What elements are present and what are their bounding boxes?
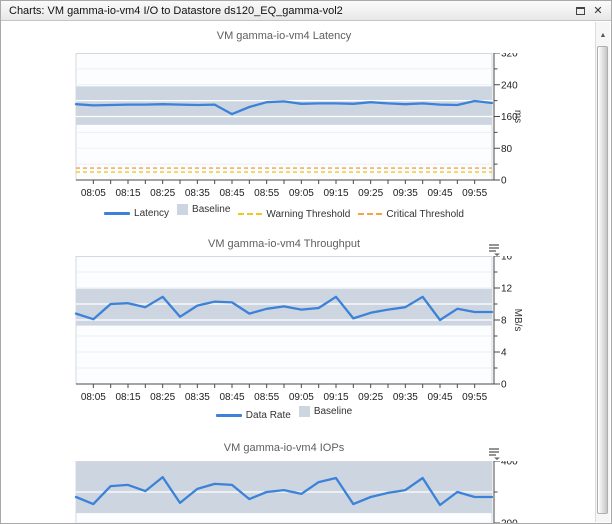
svg-text:09:35: 09:35	[393, 392, 418, 403]
svg-text:08:15: 08:15	[115, 188, 140, 199]
threshold-dash-icon	[358, 213, 383, 215]
chart-title-throughput: VM gamma-io-vm4 Throughput	[207, 238, 361, 250]
svg-text:09:25: 09:25	[358, 188, 383, 199]
svg-text:09:35: 09:35	[393, 188, 418, 199]
svg-text:08:45: 08:45	[219, 392, 244, 403]
chart-title-iops: VM gamma-io-vm4 IOPs	[223, 442, 345, 454]
svg-text:08:15: 08:15	[115, 392, 140, 403]
svg-text:08:05: 08:05	[81, 188, 106, 199]
legend-item: Critical Threshold	[358, 209, 464, 220]
svg-text:ms: ms	[512, 110, 523, 123]
svg-text:09:55: 09:55	[462, 392, 487, 403]
svg-text:08:05: 08:05	[81, 392, 106, 403]
vertical-scrollbar[interactable]: ▲	[595, 22, 610, 522]
throughput-legend: Data Rate Baseline	[76, 406, 492, 421]
latency-plot: 0 80 160 240 320 ms 08:05 08:15 08:25 08:35 08:45 0…	[74, 53, 523, 199]
svg-text:09:05: 09:05	[289, 188, 314, 199]
legend-item: Baseline	[298, 406, 353, 417]
svg-text:12: 12	[501, 284, 513, 295]
svg-text:09:45: 09:45	[427, 188, 452, 199]
series-line-icon	[215, 414, 242, 417]
svg-text:08:55: 08:55	[254, 188, 279, 199]
svg-text:09:25: 09:25	[358, 392, 383, 403]
baseline-band-icon	[298, 406, 310, 417]
close-button[interactable]: ✕	[591, 4, 605, 18]
svg-text:400: 400	[501, 461, 518, 468]
chart-menu-icon[interactable]	[488, 243, 501, 256]
svg-text:160: 160	[501, 112, 518, 123]
threshold-dash-icon	[238, 213, 263, 215]
scrollbar-thumb[interactable]	[597, 46, 608, 514]
svg-text:08:45: 08:45	[219, 188, 244, 199]
svg-text:08:25: 08:25	[150, 392, 175, 403]
legend-item: Baseline	[177, 204, 230, 215]
legend-item: Latency	[104, 208, 169, 219]
latency-legend: Latency Baseline Warning Threshold Critical…	[76, 204, 492, 220]
legend-label: Latency	[134, 208, 170, 219]
iops-plot: 020040008:0508:1508:2508:3508:4508:5509:…	[74, 461, 518, 524]
svg-text:08:55: 08:55	[254, 392, 279, 403]
maximize-icon	[575, 6, 585, 15]
legend-label: Baseline	[313, 406, 353, 417]
svg-text:09:05: 09:05	[289, 392, 314, 403]
chart-title-latency: VM gamma-io-vm4 Latency	[216, 30, 352, 42]
svg-text:4: 4	[501, 348, 507, 359]
scroll-up-icon: ▲	[599, 31, 607, 39]
throughput-plot: 0 4 8 12 16 MB/s 08:05 08:15 08:25 08:35 08:45 08:5…	[74, 256, 523, 403]
maximize-button[interactable]	[573, 4, 587, 18]
legend-item: Data Rate	[215, 410, 291, 421]
svg-text:MB/s: MB/s	[512, 309, 523, 332]
legend-item: Warning Threshold	[238, 209, 350, 220]
svg-text:8: 8	[501, 316, 507, 327]
chart-menu-icon[interactable]	[488, 447, 501, 460]
baseline-band-icon	[177, 204, 189, 215]
svg-text:09:55: 09:55	[462, 188, 487, 199]
window-titlebar: Charts: VM gamma-io-vm4 I/O to Datastore…	[1, 1, 611, 21]
close-icon: ✕	[593, 5, 603, 17]
series-line-icon	[104, 212, 131, 215]
svg-text:320: 320	[501, 53, 518, 60]
svg-text:08:35: 08:35	[185, 188, 210, 199]
legend-label: Data Rate	[245, 410, 291, 421]
svg-text:09:45: 09:45	[427, 392, 452, 403]
legend-label: Critical Threshold	[386, 208, 464, 220]
svg-text:08:35: 08:35	[185, 392, 210, 403]
svg-text:200: 200	[501, 519, 518, 524]
svg-text:0: 0	[501, 176, 507, 187]
window-title: Charts: VM gamma-io-vm4 I/O to Datastore…	[9, 4, 343, 17]
svg-text:09:15: 09:15	[323, 188, 348, 199]
legend-label: Baseline	[192, 204, 231, 215]
scrollbar-up-button[interactable]: ▲	[597, 28, 609, 42]
legend-label: Warning Threshold	[266, 208, 351, 220]
svg-text:0: 0	[501, 380, 507, 391]
svg-text:08:25: 08:25	[150, 188, 175, 199]
charts-panel: VM gamma-io-vm4 Latency 0 80 160 240 320 ms 08…	[2, 22, 596, 523]
svg-text:240: 240	[501, 80, 518, 91]
svg-text:80: 80	[501, 144, 513, 155]
svg-text:16: 16	[501, 256, 513, 263]
svg-text:09:15: 09:15	[323, 392, 348, 403]
